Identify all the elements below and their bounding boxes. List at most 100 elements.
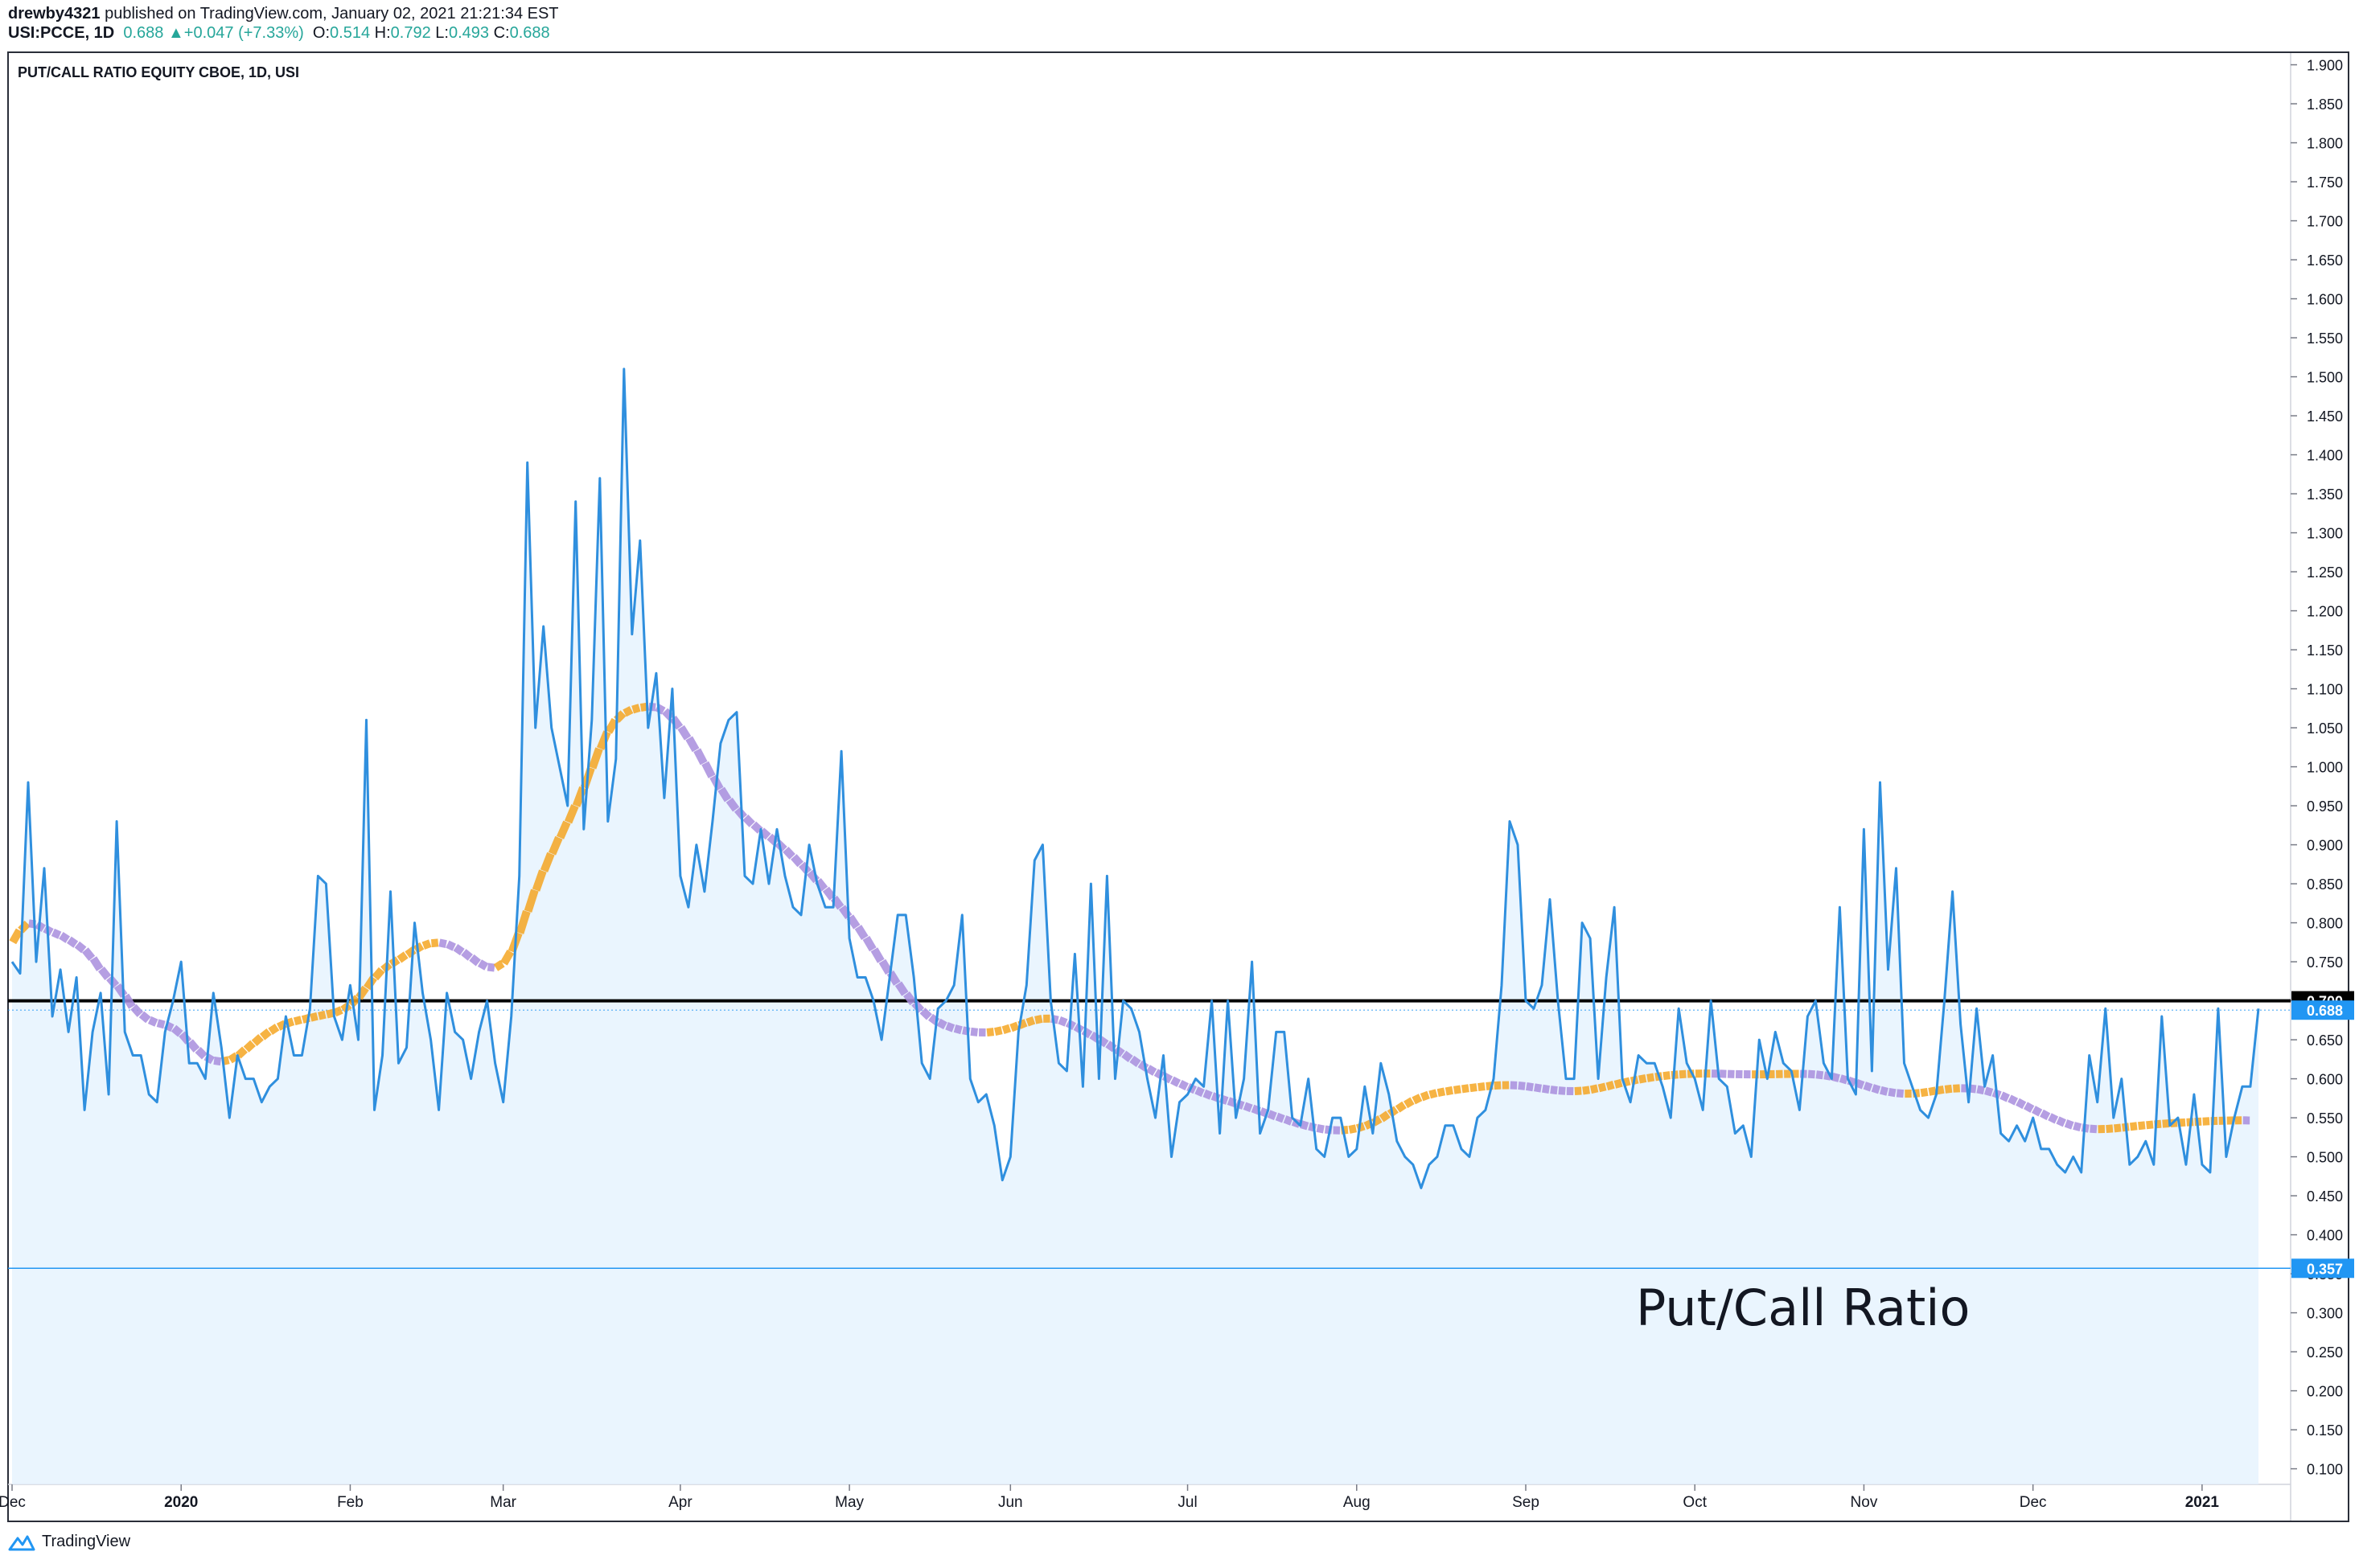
y-tick-label: 0.750 xyxy=(2307,954,2343,971)
tradingview-logo[interactable]: TradingView xyxy=(8,1533,130,1551)
x-tick-label: Apr xyxy=(668,1494,692,1511)
ma-segment xyxy=(1379,1110,1391,1123)
last-price-label-bg xyxy=(2291,1000,2354,1020)
ma-segment xyxy=(309,1012,319,1022)
ma-segment xyxy=(1920,1087,1929,1098)
x-tick-label: Dec xyxy=(2020,1494,2047,1511)
ma-segment xyxy=(1445,1086,1454,1096)
ma-segment xyxy=(89,956,104,971)
ma-segment xyxy=(2138,1121,2146,1131)
ma-segment xyxy=(1855,1078,1865,1090)
ma-segment xyxy=(1831,1073,1840,1082)
low-label: L: xyxy=(435,24,449,42)
ma-segment xyxy=(1638,1074,1647,1084)
ma-segment xyxy=(461,949,473,961)
ma-segment xyxy=(372,967,385,981)
ma-segment xyxy=(1121,1050,1133,1062)
ma-segment xyxy=(2023,1102,2035,1113)
ma-segment xyxy=(67,936,79,948)
published-info: drewby4321 published on TradingView.com,… xyxy=(8,5,559,23)
ma-segment xyxy=(524,889,539,913)
ma-segment xyxy=(2146,1120,2154,1130)
ma-segment xyxy=(717,786,732,802)
ma-segment xyxy=(59,932,71,943)
x-tick-label: Jul xyxy=(1177,1494,1197,1511)
y-tick-label: 1.300 xyxy=(2307,526,2343,542)
ma-segment xyxy=(1453,1085,1461,1094)
ma-segment xyxy=(878,958,893,975)
author-name[interactable]: drewby4321 xyxy=(8,5,101,23)
ma-segment xyxy=(293,1016,302,1026)
ma-segment xyxy=(1542,1084,1551,1094)
ma-segment xyxy=(318,1010,327,1020)
ma-segment xyxy=(326,1008,335,1019)
ma-segment xyxy=(902,991,917,1006)
y-tick-label: 1.150 xyxy=(2307,642,2343,659)
ohlc-legend: USI:PCCE, 1D 0.688 ▲+0.047 (+7.33%) O: 0.… xyxy=(8,24,550,43)
high-value: 0.792 xyxy=(390,24,431,42)
ma-segment xyxy=(1202,1089,1213,1100)
ma-segment xyxy=(268,1024,280,1036)
ma-segment xyxy=(605,717,619,734)
ma-segment xyxy=(799,861,812,876)
ma-segment xyxy=(1009,1021,1020,1032)
ma-segment xyxy=(822,886,836,901)
change-arrow-icon: ▲ xyxy=(168,24,184,42)
ma-segment xyxy=(430,938,439,948)
ma-segment xyxy=(1436,1087,1446,1098)
ma-segment xyxy=(251,1033,264,1047)
x-tick-label: Jun xyxy=(998,1494,1023,1511)
y-tick-label: 1.400 xyxy=(2307,448,2343,464)
ma-segment xyxy=(1976,1085,1985,1095)
ma-segment xyxy=(121,993,136,1009)
y-tick-label: 0.950 xyxy=(2307,798,2343,815)
ma-segment xyxy=(1815,1070,1824,1080)
ma-segment xyxy=(886,970,901,986)
ma-segment xyxy=(1178,1079,1190,1091)
chart-frame[interactable] xyxy=(7,51,2349,1522)
ma-segment xyxy=(2016,1098,2027,1110)
open-label: O: xyxy=(312,24,331,42)
ma-segment xyxy=(259,1028,272,1041)
y-tick-label: 1.550 xyxy=(2307,330,2343,347)
ma-segment xyxy=(588,747,603,770)
ma-segment xyxy=(493,959,505,971)
ma-segment xyxy=(2129,1122,2138,1131)
y-tick-label: 1.750 xyxy=(2307,174,2343,191)
last-price-label-text: 0.688 xyxy=(2307,1003,2343,1019)
ma-segment xyxy=(2048,1113,2059,1124)
x-tick-label: Sep xyxy=(1512,1494,1539,1511)
ma-segment xyxy=(2064,1119,2074,1130)
ma-segment xyxy=(623,706,634,717)
chart-annotation: Put/Call Ratio xyxy=(1636,1279,1971,1337)
high-label: H: xyxy=(374,24,391,42)
ma-segment xyxy=(919,1008,932,1020)
y-tick-label: 1.450 xyxy=(2307,408,2343,425)
ma-segment xyxy=(936,1018,947,1030)
ma-segment xyxy=(235,1046,248,1059)
ma-segment xyxy=(438,938,447,949)
last-price: 0.688 xyxy=(123,24,164,42)
series-area xyxy=(12,368,2258,1484)
ma-segment xyxy=(1871,1084,1881,1094)
ma-segment xyxy=(147,1016,158,1027)
ma-segment xyxy=(2113,1123,2122,1133)
y-tick-label: 1.650 xyxy=(2307,252,2343,269)
ma-segment xyxy=(945,1022,956,1032)
ma-segment xyxy=(1129,1055,1141,1068)
published-text: published on TradingView.com, January 02… xyxy=(100,5,559,23)
y-tick-label: 1.050 xyxy=(2307,720,2343,737)
ma-segment xyxy=(1034,1015,1043,1024)
ma-segment xyxy=(1839,1074,1849,1085)
symbol-label[interactable]: USI:PCCE, 1D xyxy=(8,24,115,42)
price-change: +0.047 (+7.33%) xyxy=(183,24,304,42)
ma-segment xyxy=(701,761,716,778)
y-tick-label: 0.300 xyxy=(2307,1306,2343,1322)
ma-segment xyxy=(2106,1124,2114,1134)
ma-segment xyxy=(1403,1097,1415,1109)
support-line-label-text: 0.357 xyxy=(2307,1261,2343,1277)
ma-segment xyxy=(1999,1091,2010,1102)
y-tick-label: 1.500 xyxy=(2307,370,2343,386)
ma-segment xyxy=(677,724,692,741)
